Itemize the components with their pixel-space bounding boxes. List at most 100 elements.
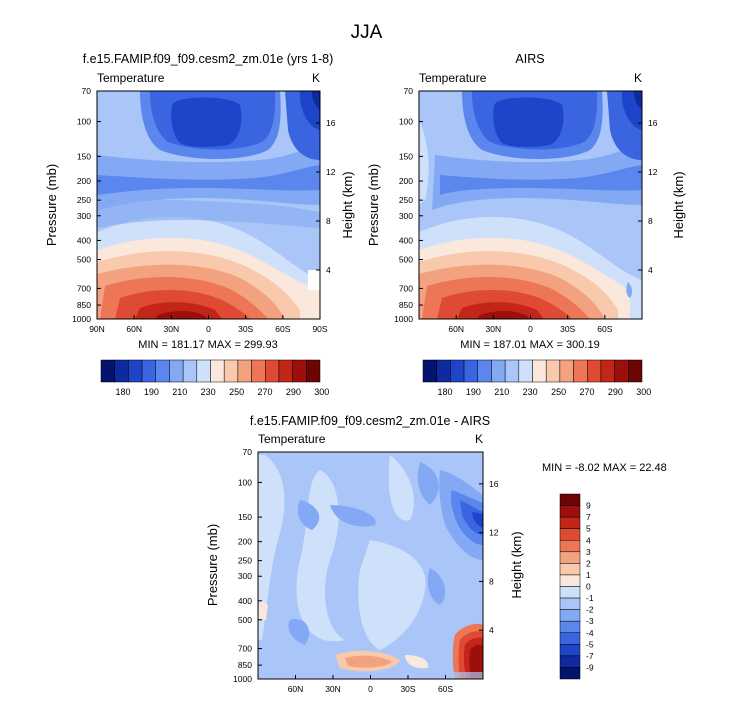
x-tick-label: 30N bbox=[325, 684, 341, 694]
colorbar-swatch bbox=[559, 632, 581, 645]
colorbar-label: 2 bbox=[586, 558, 591, 568]
colorbar-label: 210 bbox=[172, 387, 187, 397]
colorbar-swatch bbox=[628, 359, 643, 383]
y-tick-label: 700 bbox=[238, 644, 252, 654]
colorbar-swatch bbox=[559, 516, 581, 529]
y-tick-label: 500 bbox=[238, 615, 252, 625]
y-axis-label: Pressure (mb) bbox=[44, 164, 59, 246]
panel-title: AIRS bbox=[515, 52, 544, 66]
colorbar: 180 190 210 230 250 270 290 300 bbox=[100, 359, 329, 397]
colorbar-swatch bbox=[559, 505, 581, 518]
colorbar-swatch bbox=[559, 359, 574, 383]
colorbar-swatch bbox=[559, 597, 581, 610]
colorbar-swatch bbox=[587, 359, 602, 383]
x-tick-label: 60S bbox=[597, 324, 612, 334]
y-axis-label: Pressure (mb) bbox=[366, 164, 381, 246]
colorbar-swatch bbox=[463, 359, 478, 383]
contour-field bbox=[258, 452, 483, 679]
y-tick-label: 70 bbox=[82, 86, 92, 96]
x-tick-label: 60N bbox=[288, 684, 304, 694]
min-max-text: MIN = -8.02 MAX = 22.48 bbox=[542, 462, 667, 474]
axes: 60N 30N 0 30S 60S 70 100 150 200 250 300 400 500 700 8… bbox=[233, 447, 499, 694]
x-tick-label: 60N bbox=[126, 324, 142, 334]
colorbar-label: 270 bbox=[257, 387, 272, 397]
colorbar-swatch bbox=[559, 586, 581, 599]
colorbar-label: 3 bbox=[586, 547, 591, 557]
x-tick-label: 60S bbox=[438, 684, 453, 694]
colorbar-swatch bbox=[141, 359, 156, 383]
colorbar-label: 4 bbox=[586, 535, 591, 545]
colorbar-swatch bbox=[614, 359, 629, 383]
y-tick-label: 850 bbox=[77, 300, 91, 310]
figure-title: JJA bbox=[351, 22, 383, 43]
y-tick-label: 250 bbox=[399, 195, 413, 205]
colorbar-swatch bbox=[504, 359, 520, 383]
y-tick-label: 200 bbox=[77, 176, 91, 186]
x-tick-label: 30N bbox=[164, 324, 180, 334]
y2-axis-label: Height (km) bbox=[509, 531, 524, 598]
colorbar-label: -9 bbox=[586, 662, 594, 672]
colorbar-swatch bbox=[559, 655, 581, 668]
y-tick-label: 400 bbox=[77, 235, 91, 245]
y-tick-label: 150 bbox=[399, 151, 413, 161]
colorbar-label: 230 bbox=[201, 387, 216, 397]
x-tick-label: 60S bbox=[275, 324, 290, 334]
y2-tick-label: 4 bbox=[326, 265, 331, 275]
colorbar-swatch bbox=[518, 359, 533, 383]
y-tick-label: 250 bbox=[77, 195, 91, 205]
colorbar-label: 9 bbox=[586, 501, 591, 511]
colorbar-swatch bbox=[265, 359, 280, 383]
x-tick-label: 30S bbox=[400, 684, 415, 694]
panel-left-label: Temperature bbox=[419, 71, 487, 85]
colorbar-label: 180 bbox=[437, 387, 452, 397]
colorbar-swatch bbox=[477, 359, 492, 383]
y2-axis-label: Height (km) bbox=[671, 171, 686, 238]
colorbar-label: 290 bbox=[608, 387, 623, 397]
colorbar-label: -2 bbox=[586, 605, 594, 615]
x-tick-label: 0 bbox=[528, 324, 533, 334]
y-axis-label: Pressure (mb) bbox=[205, 524, 220, 606]
panel-left-label: Temperature bbox=[97, 71, 165, 85]
colorbar-swatch bbox=[292, 359, 307, 383]
panel-right-label: K bbox=[312, 71, 320, 85]
y-tick-label: 300 bbox=[238, 571, 252, 581]
panel-right-label: K bbox=[634, 71, 642, 85]
y2-tick-label: 16 bbox=[489, 479, 499, 489]
y-tick-label: 1000 bbox=[233, 674, 252, 684]
colorbar-swatch bbox=[559, 540, 581, 553]
colorbar-swatch bbox=[559, 609, 581, 622]
axes: 60N 30N 0 30S 60S 70 100 150 200 250 300 400 500 700 8… bbox=[394, 86, 658, 334]
y-tick-label: 150 bbox=[238, 512, 252, 522]
colorbar-swatch bbox=[182, 359, 198, 383]
colorbar-label: -3 bbox=[586, 616, 594, 626]
y-tick-label: 150 bbox=[77, 151, 91, 161]
panel-diff: f.e15.FAMIP.f09_f09.cesm2_zm.01e - AIRS … bbox=[205, 414, 667, 694]
x-tick-label: 90N bbox=[89, 324, 105, 334]
colorbar-label: 190 bbox=[144, 387, 159, 397]
colorbar-swatch bbox=[237, 359, 252, 383]
y-tick-label: 200 bbox=[238, 537, 252, 547]
colorbar-label: 5 bbox=[586, 524, 591, 534]
x-tick-label: 30N bbox=[486, 324, 502, 334]
colorbar-swatch bbox=[600, 359, 615, 383]
colorbar-label: 230 bbox=[523, 387, 538, 397]
panel-right-label: K bbox=[475, 432, 483, 446]
colorbar-label: 270 bbox=[579, 387, 594, 397]
colorbar-swatch bbox=[100, 359, 115, 383]
y-tick-label: 400 bbox=[238, 596, 252, 606]
colorbar-label: 250 bbox=[229, 387, 244, 397]
colorbar: 180 190 210 230 250 270 290 300 bbox=[422, 359, 651, 397]
colorbar-swatch bbox=[545, 359, 561, 383]
y2-tick-label: 12 bbox=[648, 167, 658, 177]
y2-tick-label: 16 bbox=[326, 118, 336, 128]
y-tick-label: 500 bbox=[399, 255, 413, 265]
colorbar-swatch bbox=[450, 359, 465, 383]
y-tick-label: 70 bbox=[404, 86, 414, 96]
contour-field bbox=[419, 91, 642, 319]
colorbar-swatch bbox=[436, 359, 451, 383]
colorbar-swatch bbox=[196, 359, 211, 383]
y-tick-label: 200 bbox=[399, 176, 413, 186]
x-tick-label: 90S bbox=[312, 324, 327, 334]
colorbar-label: -5 bbox=[586, 639, 594, 649]
